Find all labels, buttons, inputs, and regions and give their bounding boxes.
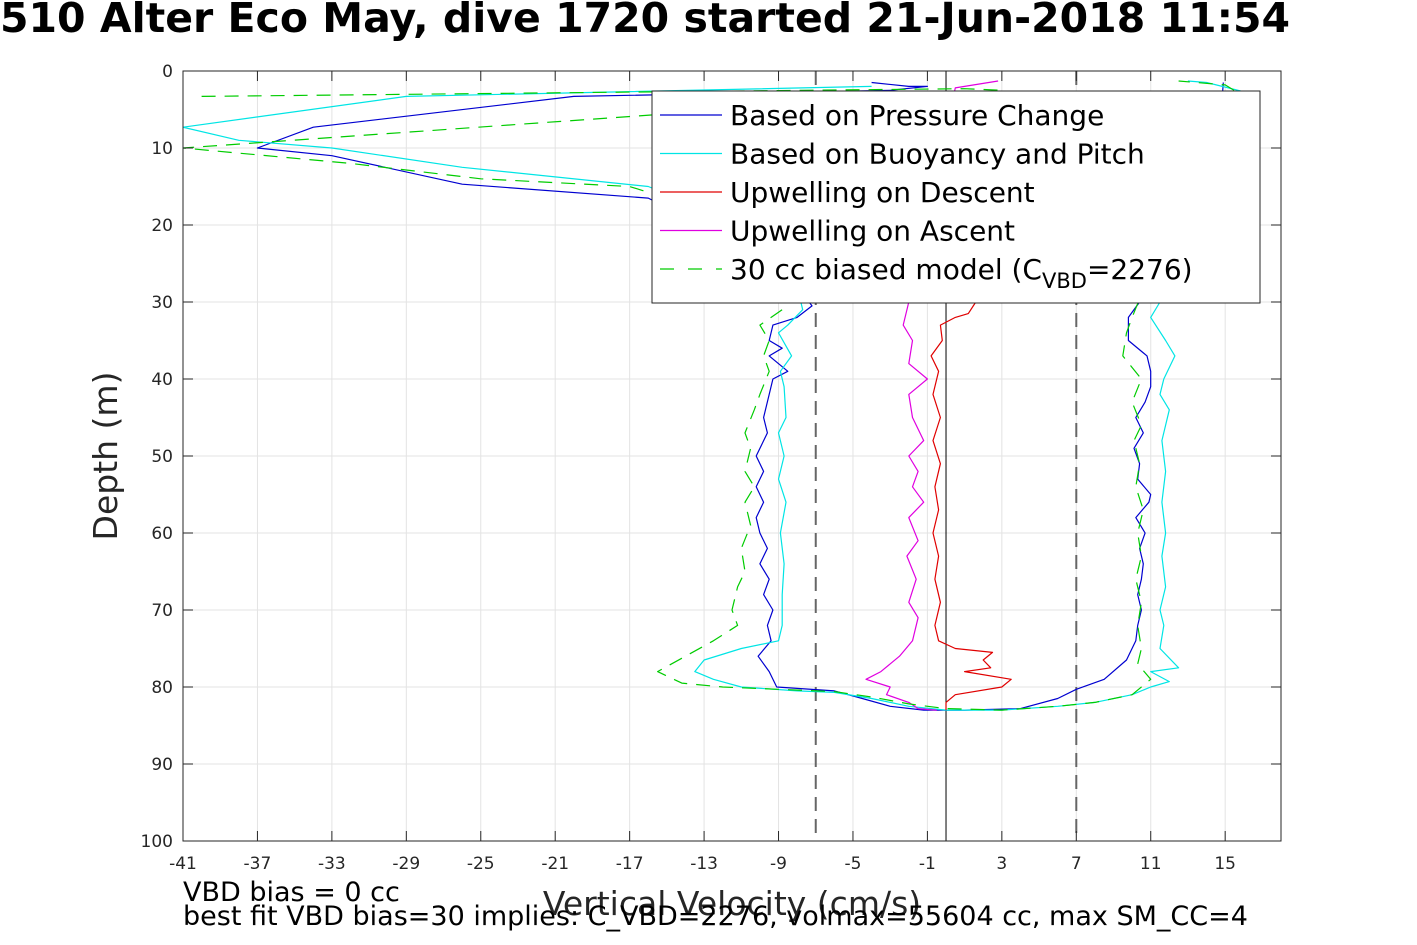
x-tick-label: -37	[244, 854, 272, 874]
y-axis-ticks: 0 10 20 30 40 50 60 70 80 90 100	[141, 62, 1281, 852]
y-tick-label: 10	[151, 139, 173, 159]
x-tick-label: 7	[1071, 854, 1082, 874]
x-tick-label: -13	[690, 854, 718, 874]
x-tick-label: 15	[1214, 854, 1236, 874]
x-axis-label: Vertical Velocity (cm/s)	[543, 884, 921, 923]
x-tick-label: -25	[467, 854, 495, 874]
legend: Based on Pressure Change Based on Buoyanc…	[651, 90, 1261, 304]
y-tick-label: 70	[151, 601, 173, 621]
x-tick-label: -9	[770, 854, 787, 874]
legend-box	[651, 90, 1261, 304]
x-tick-label: 11	[1140, 854, 1162, 874]
footer-best-fit: best fit VBD bias=30 implies: C_VBD=2276…	[183, 901, 1248, 932]
x-tick-label: -1	[919, 854, 936, 874]
x-tick-label: -17	[616, 854, 644, 874]
legend-label: Based on Pressure Change	[730, 99, 1104, 132]
footer-vbd-bias: VBD bias = 0 cc	[183, 877, 400, 908]
x-tick-label: -5	[844, 854, 861, 874]
x-tick-label: -41	[169, 854, 197, 874]
legend-label: Based on Buoyancy and Pitch	[730, 138, 1145, 171]
y-tick-label: 60	[151, 524, 173, 544]
series-line-5	[183, 80, 1241, 711]
x-tick-label: -29	[392, 854, 420, 874]
y-tick-label: 40	[151, 370, 173, 390]
y-tick-label: 100	[141, 832, 173, 852]
y-tick-label: 80	[151, 678, 173, 698]
x-tick-label: 3	[996, 854, 1007, 874]
y-tick-label: 90	[151, 755, 173, 775]
series-line-4	[865, 80, 999, 711]
chart-title: 510 Alter Eco May, dive 1720 started 21-…	[0, 0, 1291, 42]
legend-label: Upwelling on Ascent	[730, 215, 1015, 248]
series-line-3	[930, 301, 1012, 711]
y-tick-label: 30	[151, 293, 173, 313]
legend-label: Upwelling on Descent	[730, 176, 1035, 209]
y-tick-label: 20	[151, 216, 173, 236]
series-line-2	[183, 80, 1254, 711]
x-axis-ticks: -41 -37 -33 -29 -25 -21 -17 -13 -9 -5 -1 3 7 11 15	[169, 71, 1236, 874]
y-axis-label: Depth (m)	[86, 372, 125, 541]
y-tick-label: 50	[151, 447, 173, 467]
legend-label: 30 cc biased model (CVBD=2276)	[730, 253, 1193, 293]
x-tick-label: -21	[541, 854, 569, 874]
y-tick-label: 0	[162, 62, 173, 82]
x-tick-label: -33	[318, 854, 346, 874]
